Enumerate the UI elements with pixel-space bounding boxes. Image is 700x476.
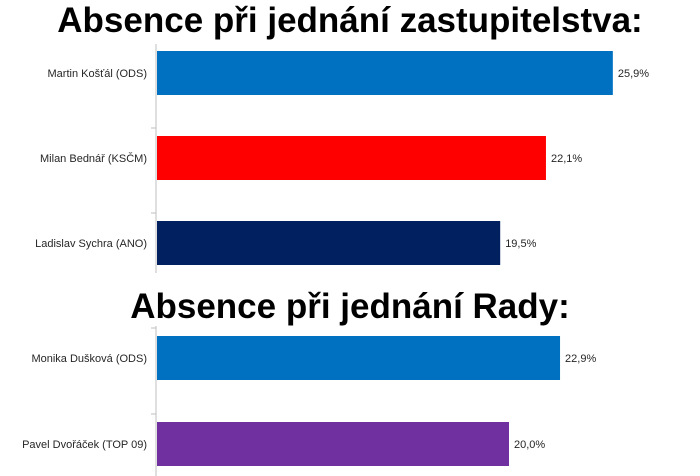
board-absence-title: Absence při jednání Rady: [130,287,570,326]
category-label-monika-duskova-ods: Monika Dušková (ODS) [31,353,147,365]
category-label-pavel-dvoracek-top-09: Pavel Dvořáček (TOP 09) [22,439,147,451]
value-label-martin-kostal-ods: 25,9% [618,68,649,80]
value-label-monika-duskova-ods: 22,9% [565,353,596,365]
value-label-pavel-dvoracek-top-09: 20,0% [514,439,545,451]
council-absence-chart: Martin Košťál (ODS) 25,9% Milan Bednář (KS… [35,44,649,273]
bar-martin-kostal-ods [157,51,613,95]
category-label-martin-kostal-ods: Martin Košťál (ODS) [48,68,147,80]
category-label-milan-bednar-kscm: Milan Bednář (KSČM) [40,152,147,165]
bar-ladislav-sychra-ano [157,221,501,265]
value-label-milan-bednar-kscm: 22,1% [551,153,582,165]
bar-milan-bednar-kscm [157,136,546,180]
category-label-ladislav-sychra-ano: Ladislav Sychra (ANO) [35,238,147,250]
bar-monika-duskova-ods [157,336,561,380]
board-absence-chart: Monika Dušková (ODS) 22,9% Pavel Dvořáček … [22,326,596,476]
value-label-ladislav-sychra-ano: 19,5% [505,238,536,250]
council-absence-title: Absence při jednání zastupitelstva: [57,1,643,40]
bar-pavel-dvoracek-top-09 [157,422,509,466]
